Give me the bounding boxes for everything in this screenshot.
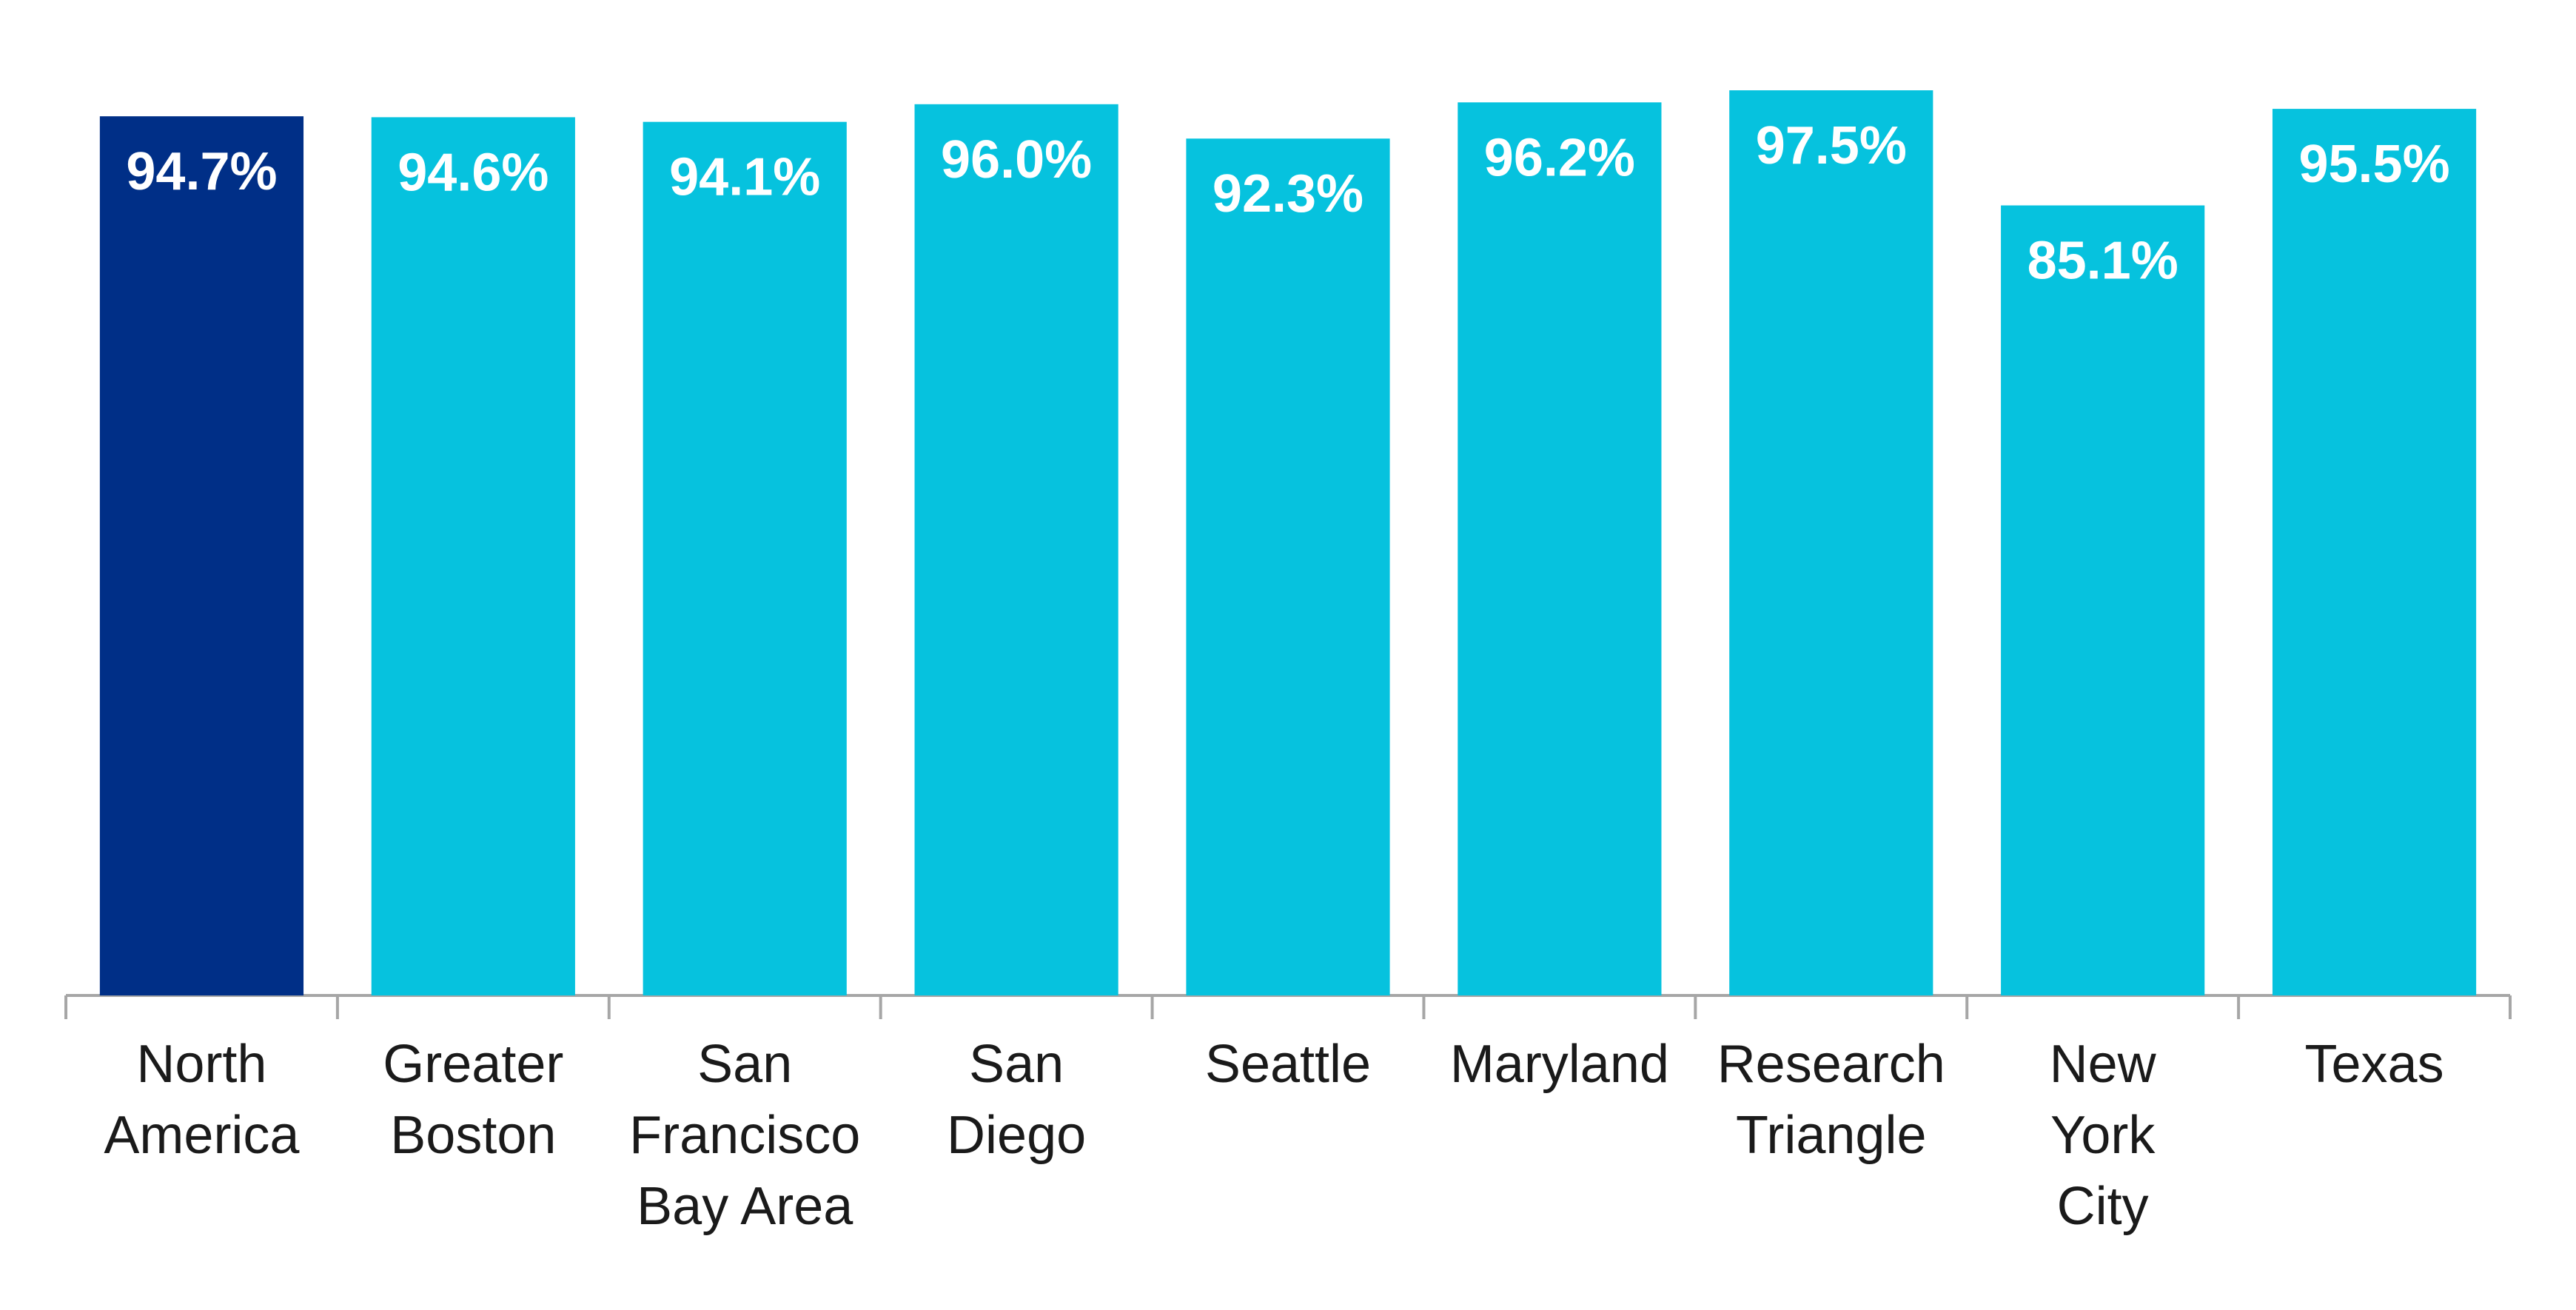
x-tick-label-line: North: [136, 1035, 266, 1094]
x-tick-label: San Francisco Bay Area: [629, 1035, 860, 1236]
x-tick-label-line: Francisco: [629, 1106, 860, 1165]
x-tick-label-line: Boston: [390, 1106, 556, 1165]
value-label: 94.6%: [398, 143, 549, 202]
x-tick-label-line: Research: [1717, 1035, 1945, 1094]
bar: [1186, 138, 1390, 995]
x-tick-label: Research Triangle: [1717, 1035, 1945, 1165]
bar: [643, 121, 847, 996]
x-tick-label-line: San: [697, 1035, 792, 1094]
bar: [2272, 109, 2477, 996]
bar: [2001, 205, 2205, 995]
x-tick-label: North America: [104, 1035, 300, 1165]
bar: [371, 117, 575, 995]
x-tick-label-line: Texas: [2305, 1035, 2444, 1094]
x-tick-label-line: Triangle: [1736, 1106, 1926, 1165]
value-label: 97.5%: [1756, 116, 1907, 175]
x-tick-label-line: Greater: [383, 1035, 563, 1094]
x-tick-label-line: Seattle: [1205, 1035, 1371, 1094]
x-tick-label-line: City: [2057, 1177, 2149, 1236]
bar: [1729, 90, 1933, 995]
bar: [99, 116, 304, 995]
x-tick-label-line: Diego: [947, 1106, 1086, 1165]
x-tick-label-line: San: [969, 1035, 1064, 1094]
x-tick-label: Maryland: [1450, 1035, 1669, 1094]
x-tick-label: Texas: [2305, 1035, 2444, 1094]
value-label: 92.3%: [1212, 164, 1364, 224]
x-tick-label-line: York: [2050, 1106, 2156, 1165]
value-label: 94.7%: [126, 142, 277, 201]
x-tick-label-line: New: [2050, 1035, 2157, 1094]
x-tick-label: New York City: [2050, 1035, 2157, 1236]
value-label: 95.5%: [2298, 135, 2449, 194]
x-tick-label-line: Bay Area: [637, 1177, 853, 1236]
x-tick-label: San Diego: [947, 1035, 1086, 1165]
value-label: 96.0%: [941, 130, 1092, 189]
bar: [1458, 102, 1662, 996]
value-label: 96.2%: [1484, 128, 1635, 187]
value-label: 85.1%: [2027, 232, 2178, 291]
x-tick-label: Greater Boston: [383, 1035, 563, 1165]
value-label: 94.1%: [669, 148, 820, 207]
bar: [914, 104, 1118, 995]
x-tick-label: Seattle: [1205, 1035, 1371, 1094]
x-tick-label-line: America: [104, 1106, 300, 1165]
x-tick-label-line: Maryland: [1450, 1035, 1669, 1094]
